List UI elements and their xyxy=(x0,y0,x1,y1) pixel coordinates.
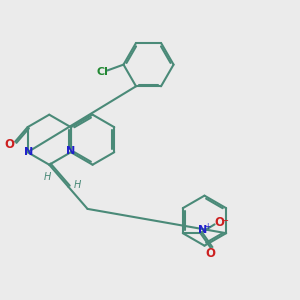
Text: H: H xyxy=(44,172,51,182)
Text: +: + xyxy=(204,222,210,231)
Text: H: H xyxy=(74,180,81,190)
Text: O: O xyxy=(5,138,15,151)
Text: N: N xyxy=(198,225,207,235)
Text: N: N xyxy=(66,146,76,156)
Text: O: O xyxy=(214,216,224,230)
Text: N: N xyxy=(24,147,34,157)
Text: Cl: Cl xyxy=(97,67,109,77)
Text: O: O xyxy=(206,247,216,260)
Text: −: − xyxy=(221,216,229,226)
